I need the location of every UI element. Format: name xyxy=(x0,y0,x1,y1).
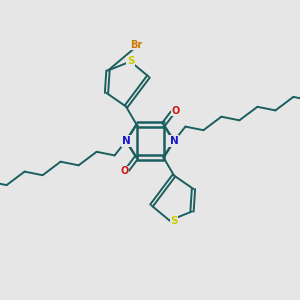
Text: S: S xyxy=(127,56,134,67)
Text: Br: Br xyxy=(130,40,142,50)
Text: S: S xyxy=(170,215,178,226)
Text: O: O xyxy=(120,166,129,176)
Text: N: N xyxy=(169,136,178,146)
Text: N: N xyxy=(122,136,130,146)
Text: O: O xyxy=(171,106,180,116)
